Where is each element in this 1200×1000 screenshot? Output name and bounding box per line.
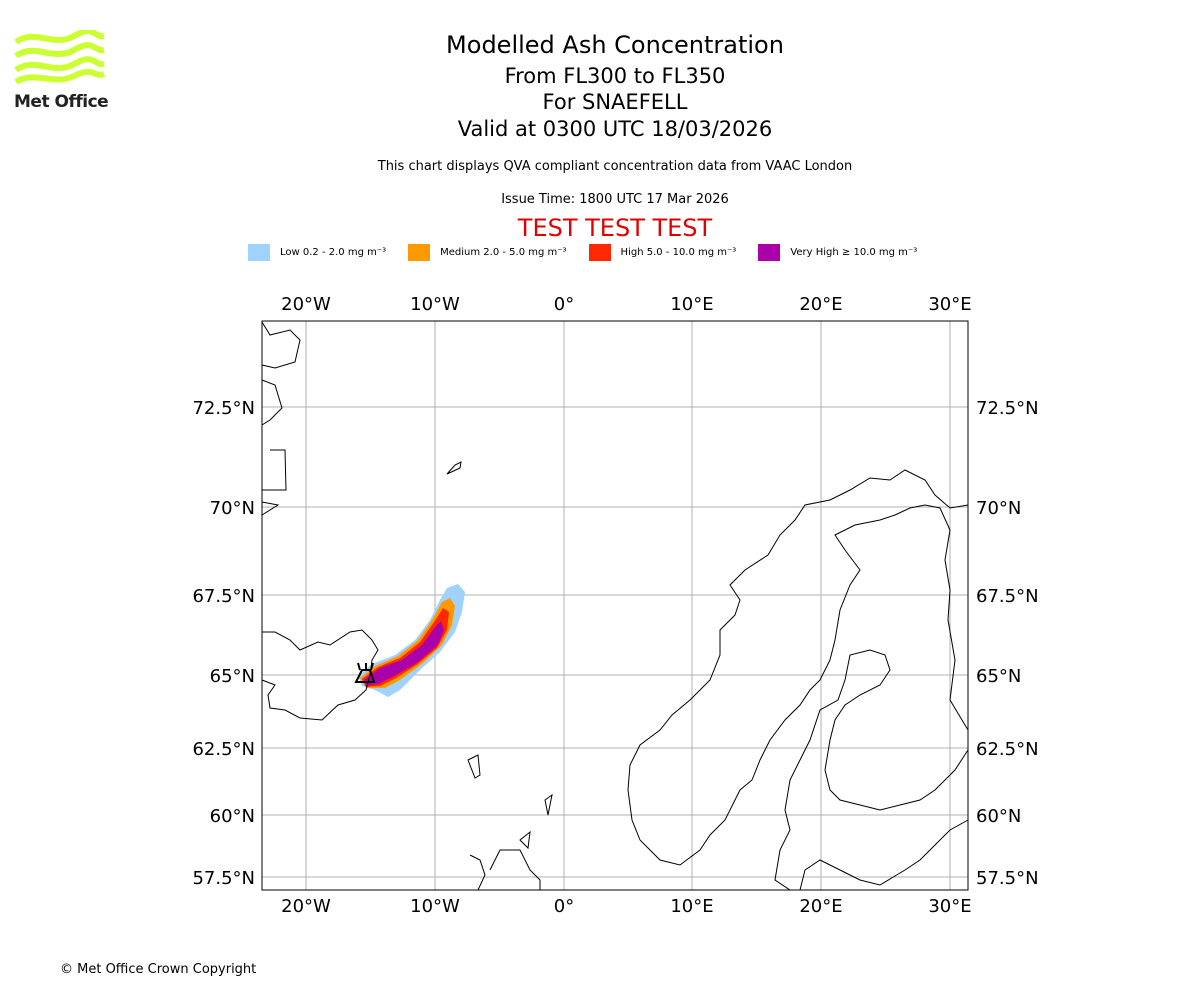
issue-time: Issue Time: 1800 UTC 17 Mar 2026 bbox=[501, 192, 729, 207]
jan-mayen bbox=[446, 461, 462, 475]
met-office-logo bbox=[14, 28, 106, 92]
legend-label: Low 0.2 - 2.0 mg m⁻³ bbox=[280, 247, 387, 258]
lat-label-left: 72.5°N bbox=[192, 398, 255, 419]
lon-label-top: 10°E bbox=[670, 294, 713, 315]
ash-plume bbox=[358, 584, 465, 697]
map-frame bbox=[261, 320, 969, 891]
description: This chart displays QVA compliant concen… bbox=[377, 159, 853, 174]
volcano-name: For SNAEFELL bbox=[542, 90, 688, 114]
lon-label-top: 0° bbox=[554, 294, 574, 315]
lat-label-left: 70°N bbox=[210, 498, 255, 519]
volcano-icon bbox=[354, 662, 376, 683]
legend-item: High 5.0 - 10.0 mg m⁻³ bbox=[588, 244, 737, 261]
norway-coast bbox=[627, 469, 969, 866]
legend-swatch bbox=[248, 244, 270, 261]
legend-item: Medium 2.0 - 5.0 mg m⁻³ bbox=[408, 244, 567, 261]
legend-swatch bbox=[408, 244, 431, 261]
legend-swatch bbox=[588, 244, 611, 261]
chart-title: Modelled Ash Concentration bbox=[446, 31, 784, 59]
plume-very-high bbox=[364, 621, 444, 686]
lon-label-bottom: 30°E bbox=[928, 896, 971, 917]
lat-label-right: 67.5°N bbox=[976, 586, 1039, 607]
lon-label-top: 20°W bbox=[281, 294, 331, 315]
test-banner: TEST TEST TEST bbox=[517, 214, 713, 242]
legend-label: Medium 2.0 - 5.0 mg m⁻³ bbox=[440, 247, 567, 258]
flight-levels: From FL300 to FL350 bbox=[504, 64, 726, 88]
lat-label-left: 65°N bbox=[210, 666, 255, 687]
lat-label-right: 57.5°N bbox=[976, 868, 1039, 889]
lon-label-bottom: 20°E bbox=[799, 896, 842, 917]
logo-waves-icon bbox=[14, 28, 106, 85]
logo-text: Met Office bbox=[14, 92, 109, 112]
axis-labels: 20°W 20°W 10°W 10°W 0° 0° 10°E 10°E 20°E 20°E 30°E… bbox=[192, 294, 1038, 917]
lon-label-bottom: 0° bbox=[554, 896, 574, 917]
lat-label-right: 70°N bbox=[976, 498, 1021, 519]
lat-label-right: 72.5°N bbox=[976, 398, 1039, 419]
copyright: © Met Office Crown Copyright bbox=[60, 962, 257, 977]
sweden-finland-coast bbox=[774, 649, 969, 891]
legend: Low 0.2 - 2.0 mg m⁻³ Medium 2.0 - 5.0 mg … bbox=[248, 244, 939, 261]
legend-item: Very High ≥ 10.0 mg m⁻³ bbox=[758, 244, 917, 261]
greenland-coast bbox=[261, 321, 301, 516]
coastlines bbox=[261, 321, 969, 891]
lon-label-bottom: 10°W bbox=[410, 896, 460, 917]
legend-swatch bbox=[758, 244, 781, 261]
scotland-coast bbox=[467, 754, 553, 891]
legend-label: High 5.0 - 10.0 mg m⁻³ bbox=[620, 247, 737, 258]
lon-label-bottom: 20°W bbox=[281, 896, 331, 917]
lat-label-left: 57.5°N bbox=[192, 868, 255, 889]
lat-label-left: 60°N bbox=[210, 806, 255, 827]
lat-label-right: 60°N bbox=[976, 806, 1021, 827]
legend-item: Low 0.2 - 2.0 mg m⁻³ bbox=[248, 244, 386, 261]
legend-label: Very High ≥ 10.0 mg m⁻³ bbox=[790, 247, 918, 258]
lon-label-top: 30°E bbox=[928, 294, 971, 315]
lat-label-left: 67.5°N bbox=[192, 586, 255, 607]
lon-label-bottom: 10°E bbox=[670, 896, 713, 917]
lon-label-top: 10°W bbox=[410, 294, 460, 315]
lat-label-right: 65°N bbox=[976, 666, 1021, 687]
lon-label-top: 20°E bbox=[799, 294, 842, 315]
lat-label-left: 62.5°N bbox=[192, 739, 255, 760]
graticule bbox=[262, 321, 968, 890]
valid-time: Valid at 0300 UTC 18/03/2026 bbox=[457, 117, 773, 141]
lat-label-right: 62.5°N bbox=[976, 739, 1039, 760]
